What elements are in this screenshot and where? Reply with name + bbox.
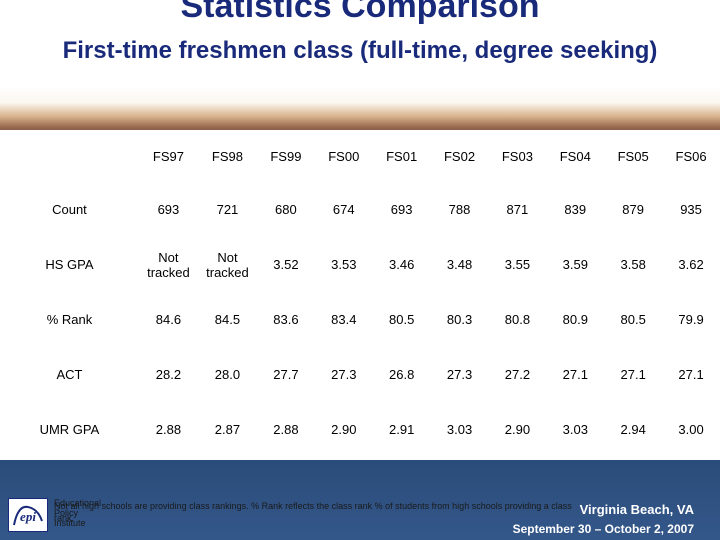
column-header: FS98 (211, 148, 243, 164)
footer-bar: epi Educational Policy Institute Not all… (0, 462, 720, 540)
table-cell: 27.1 (620, 367, 646, 382)
table-cell: 27.2 (504, 367, 531, 382)
row-label: Count (52, 202, 87, 217)
table-cell: 84.6 (155, 312, 182, 327)
table-cell: 2.87 (214, 422, 241, 437)
table-cell: 79.9 (678, 312, 704, 327)
header-row: FS97 FS98 FS99 FS00 FS01 FS02 FS03 FS04 … (0, 130, 720, 182)
table-cell: 83.4 (331, 312, 357, 327)
table-cell: 80.8 (504, 312, 531, 327)
column-header: FS99 (270, 148, 302, 164)
slide-title: Statistics Comparison (180, 0, 540, 25)
row-label: ACT (56, 367, 83, 382)
table-cell: 693 (157, 202, 180, 217)
table-cell: 2.88 (155, 422, 182, 437)
table-cell: 28.0 (214, 367, 241, 382)
table-cell: 27.7 (273, 367, 299, 382)
footnote: Not all high schools are providing class… (54, 501, 572, 523)
column-header: FS03 (501, 148, 533, 164)
table-cell: 3.00 (678, 422, 704, 437)
table-cell: 2.94 (620, 422, 646, 437)
table-cell: 3.55 (504, 257, 531, 272)
column-header: FS05 (617, 148, 649, 164)
table-cell: 674 (332, 202, 355, 217)
column-header: FS00 (328, 148, 360, 164)
table-cell: 788 (448, 202, 471, 217)
table-cell: 2.91 (389, 422, 415, 437)
table-cell: 3.46 (389, 257, 415, 272)
table-cell: 3.03 (446, 422, 473, 437)
slide-subtitle: First-time freshmen class (full-time, de… (62, 37, 658, 64)
venue-info: Virginia Beach, VA September 30 – Octobe… (464, 502, 694, 538)
table-cell: 721 (216, 202, 239, 217)
corner-cell (0, 130, 139, 182)
column-header: FS01 (386, 148, 418, 164)
epi-logo: epi (8, 498, 48, 532)
table-cell: Not tracked (147, 249, 190, 280)
logo-wordmark: Educational Policy Institute (54, 498, 124, 528)
table-cell: 680 (275, 202, 297, 217)
table-cell: 3.62 (678, 257, 704, 272)
table-cell: 27.1 (562, 367, 588, 382)
table-cell: 26.8 (389, 367, 415, 382)
stats-table: FS97 FS98 FS99 FS00 FS01 FS02 FS03 FS04 … (0, 130, 720, 457)
row-label: HS GPA (45, 257, 94, 272)
table-cell: 2.90 (331, 422, 357, 437)
table-cell: 80.9 (562, 312, 588, 327)
table-cell: 3.48 (446, 257, 473, 272)
stats-panel: FS97 FS98 FS99 FS00 FS01 FS02 FS03 FS04 … (0, 130, 720, 460)
venue-city: Virginia Beach, VA (579, 502, 694, 517)
table-cell: 84.5 (214, 312, 241, 327)
table-cell: 83.6 (273, 312, 299, 327)
epi-logo-icon: epi (13, 505, 43, 526)
table-cell: 80.3 (446, 312, 473, 327)
table-cell: 3.59 (562, 257, 588, 272)
logo-line: Institute (54, 518, 86, 528)
table-cell: 27.3 (446, 367, 473, 382)
column-header: FS97 (152, 148, 184, 164)
table-cell: 3.52 (273, 257, 299, 272)
venue-dates: September 30 – October 2, 2007 (512, 522, 694, 536)
column-header: FS02 (443, 148, 476, 164)
logo-line: Policy (54, 508, 79, 518)
row-label: UMR GPA (39, 422, 100, 437)
logo-mark: epi (20, 509, 36, 524)
table-cell: 2.90 (504, 422, 531, 437)
table-cell: 27.1 (678, 367, 704, 382)
table-cell: 3.53 (331, 257, 357, 272)
table-cell: 27.3 (331, 367, 357, 382)
table-cell: 80.5 (389, 312, 415, 327)
table-row: ACT 28.2 28.0 27.7 27.3 26.8 27.3 27.2 2… (0, 347, 720, 402)
table-cell: 2.88 (273, 422, 299, 437)
table-row: HS GPA Not tracked Not tracked 3.52 3.53… (0, 237, 720, 292)
table-cell: 3.03 (562, 422, 588, 437)
logo-line: Educational (54, 498, 102, 508)
table-row: % Rank 84.6 84.5 83.6 83.4 80.5 80.3 80.… (0, 292, 720, 347)
column-header: FS06 (675, 148, 707, 164)
table-row: Count 693 721 680 674 693 788 871 839 87… (0, 182, 720, 237)
table-cell: 80.5 (620, 312, 646, 327)
table-row: UMR GPA 2.88 2.87 2.88 2.90 2.91 3.03 2.… (0, 402, 720, 457)
table-cell: 935 (680, 202, 702, 217)
table-cell: 871 (506, 202, 529, 217)
table-cell: 28.2 (155, 367, 182, 382)
table-cell: 3.58 (620, 257, 646, 272)
column-header: FS04 (559, 148, 591, 164)
table-cell: 839 (564, 202, 587, 217)
table-cell: 693 (390, 202, 413, 217)
row-label: % Rank (46, 312, 93, 327)
table-cell: Not tracked (206, 249, 249, 280)
table-cell: 879 (622, 202, 644, 217)
